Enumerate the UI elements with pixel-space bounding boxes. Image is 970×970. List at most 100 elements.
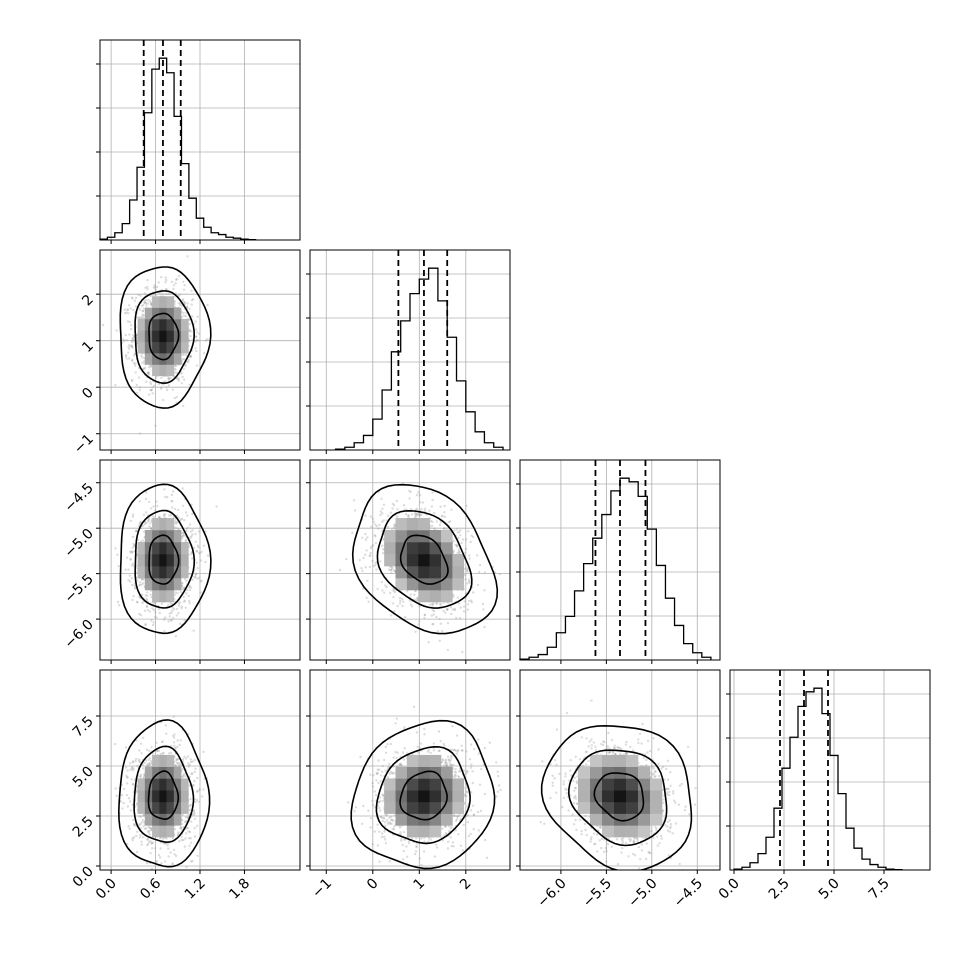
sample-point <box>197 530 201 533</box>
sample-point <box>124 312 127 315</box>
sample-point <box>149 294 153 298</box>
sample-point <box>414 630 417 633</box>
sample-point <box>151 386 154 389</box>
sample-point <box>170 500 173 503</box>
sample-point <box>124 355 127 358</box>
sample-point <box>147 299 150 302</box>
sample-point <box>181 535 184 538</box>
sample-point <box>158 515 161 519</box>
density-cell <box>181 566 189 579</box>
sample-point <box>178 622 182 625</box>
sample-point <box>439 521 443 524</box>
sample-point <box>178 601 181 604</box>
sample-point <box>197 546 200 549</box>
sample-point <box>126 320 130 323</box>
sample-point <box>185 527 188 530</box>
sample-point <box>162 383 165 386</box>
sample-point <box>145 380 148 383</box>
sample-point <box>131 337 134 341</box>
sample-point <box>181 588 184 591</box>
sample-point <box>164 380 167 383</box>
sample-point <box>432 602 435 605</box>
sample-point <box>131 297 134 300</box>
sample-point <box>148 500 151 504</box>
sample-point <box>149 365 153 368</box>
density-cell <box>159 330 167 343</box>
density-cell <box>166 364 175 377</box>
sample-point <box>168 514 171 517</box>
scatter-panel <box>96 249 301 454</box>
density-cell <box>173 353 182 365</box>
sample-point <box>176 377 179 381</box>
panel-content <box>100 250 300 450</box>
sample-point <box>152 608 155 612</box>
sample-point <box>192 298 195 301</box>
sample-point <box>454 543 457 547</box>
sample-point <box>175 395 178 399</box>
sample-point <box>188 329 191 333</box>
sample-point <box>376 587 379 591</box>
sample-point <box>131 598 134 602</box>
sample-point <box>128 344 131 347</box>
sample-point <box>138 584 141 587</box>
sample-point <box>122 338 125 341</box>
sample-point <box>127 579 130 582</box>
sample-point <box>195 335 198 338</box>
density-cell <box>173 330 182 343</box>
sample-point <box>182 312 185 315</box>
sample-point <box>175 278 178 282</box>
density-cell <box>166 296 175 308</box>
sample-point <box>370 525 373 528</box>
sample-point <box>191 533 194 536</box>
density-cell <box>159 518 167 531</box>
sample-point <box>186 514 189 517</box>
sample-point <box>172 608 176 611</box>
sample-point <box>167 603 170 607</box>
sample-point <box>184 315 188 318</box>
sample-point <box>154 509 157 512</box>
sample-point <box>395 499 398 503</box>
sample-point <box>138 386 141 389</box>
sample-point <box>181 504 185 507</box>
sample-point <box>147 372 150 375</box>
sample-point <box>179 590 182 594</box>
density-cell <box>144 307 153 320</box>
sample-point <box>185 529 188 532</box>
sample-point <box>135 529 138 533</box>
sample-point <box>190 552 193 556</box>
sample-point <box>130 551 134 554</box>
sample-point <box>190 289 193 292</box>
sample-point <box>187 526 190 529</box>
sample-point <box>129 519 132 523</box>
sample-point <box>117 604 121 607</box>
sample-point <box>140 304 144 308</box>
sample-point <box>133 587 137 590</box>
sample-point <box>141 524 144 528</box>
sample-point <box>145 491 148 494</box>
sample-point <box>125 357 128 360</box>
sample-point <box>173 396 176 400</box>
sample-point <box>198 332 201 335</box>
sample-point <box>185 579 188 582</box>
sample-point <box>157 608 161 611</box>
sample-point <box>163 488 166 491</box>
sample-point <box>183 586 186 590</box>
sample-point <box>431 491 434 494</box>
sample-point <box>380 580 383 584</box>
sample-point <box>189 536 192 539</box>
sample-point <box>414 589 417 593</box>
sample-point <box>438 639 441 642</box>
sample-point <box>194 573 197 577</box>
sample-point <box>168 612 171 615</box>
sample-point <box>189 334 192 338</box>
sample-point <box>130 577 133 580</box>
hist-grid <box>310 250 510 450</box>
sample-point <box>427 641 430 644</box>
sample-point <box>171 388 174 391</box>
sample-point <box>189 355 192 358</box>
sample-point <box>483 625 486 629</box>
density-cell <box>159 554 167 567</box>
sample-point <box>129 558 132 561</box>
density-cell <box>144 542 153 555</box>
sample-point <box>131 346 134 349</box>
